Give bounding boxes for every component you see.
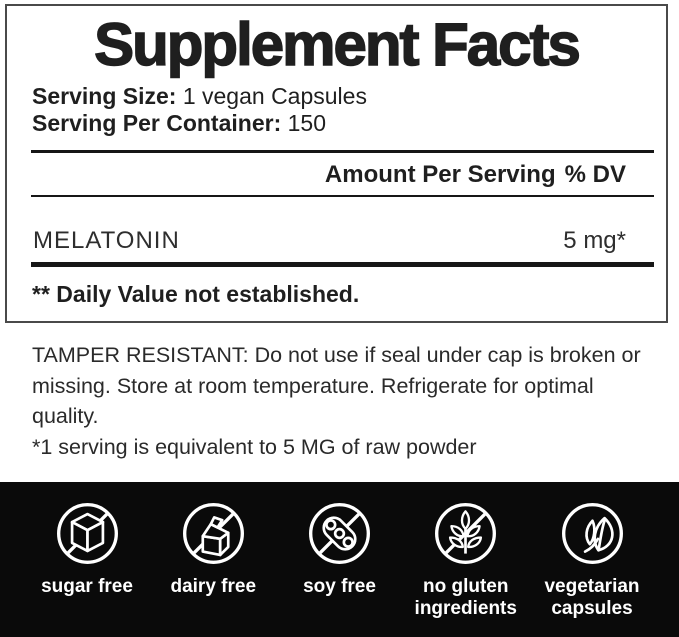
divider-medium bbox=[31, 150, 654, 153]
ingredient-amount: 5 mg* bbox=[563, 227, 626, 254]
badge-label: vegetarian capsules bbox=[544, 576, 640, 620]
serving-size-line: Serving Size: 1 vegan Capsules bbox=[32, 83, 367, 110]
serving-equivalence-note: *1 serving is equivalent to 5 MG of raw … bbox=[32, 434, 477, 459]
tamper-notice-text: TAMPER RESISTANT: Do not use if seal und… bbox=[32, 343, 641, 429]
badge-label: dairy free bbox=[170, 576, 257, 597]
divider-thin bbox=[31, 195, 654, 197]
tamper-notice: TAMPER RESISTANT: Do not use if seal und… bbox=[32, 340, 644, 462]
badge-label: sugar free bbox=[41, 576, 133, 597]
supplement-facts-panel: Supplement Facts Serving Size: 1 vegan C… bbox=[5, 4, 668, 323]
divider-thick bbox=[31, 262, 654, 267]
amount-header-label: Amount Per Serving bbox=[324, 161, 556, 188]
badge-footer: sugar free dairy free bbox=[0, 482, 679, 637]
table-row: MELATONIN 5 mg* bbox=[33, 227, 626, 255]
servings-per-container-value: 150 bbox=[287, 110, 326, 136]
servings-per-container-label: Serving Per Container: bbox=[32, 110, 282, 136]
badge-no-gluten: no gluten ingredients bbox=[405, 500, 527, 637]
serving-size-value: 1 vegan Capsules bbox=[182, 83, 367, 109]
badge-vegetarian-capsules: vegetarian capsules bbox=[531, 500, 653, 637]
serving-size-label: Serving Size: bbox=[32, 83, 177, 109]
ingredient-name: MELATONIN bbox=[33, 227, 180, 254]
daily-value-footnote: ** Daily Value not established. bbox=[32, 281, 360, 307]
badge-label: soy free bbox=[303, 576, 376, 597]
vegetarian-capsules-icon bbox=[559, 500, 626, 567]
panel-title: Supplement Facts bbox=[93, 10, 581, 79]
servings-per-container-line: Serving Per Container: 150 bbox=[32, 110, 326, 137]
dv-header-label: % DV bbox=[564, 161, 626, 188]
sugar-free-icon bbox=[54, 500, 121, 567]
amount-per-serving-header: Amount Per Serving % DV bbox=[31, 161, 626, 189]
badge-soy-free: soy free bbox=[279, 500, 401, 637]
badge-sugar-free: sugar free bbox=[26, 500, 148, 637]
dairy-free-icon bbox=[180, 500, 247, 567]
badge-label: no gluten ingredients bbox=[414, 576, 517, 620]
soy-free-icon bbox=[306, 500, 373, 567]
no-gluten-icon bbox=[432, 500, 499, 567]
badge-dairy-free: dairy free bbox=[152, 500, 274, 637]
